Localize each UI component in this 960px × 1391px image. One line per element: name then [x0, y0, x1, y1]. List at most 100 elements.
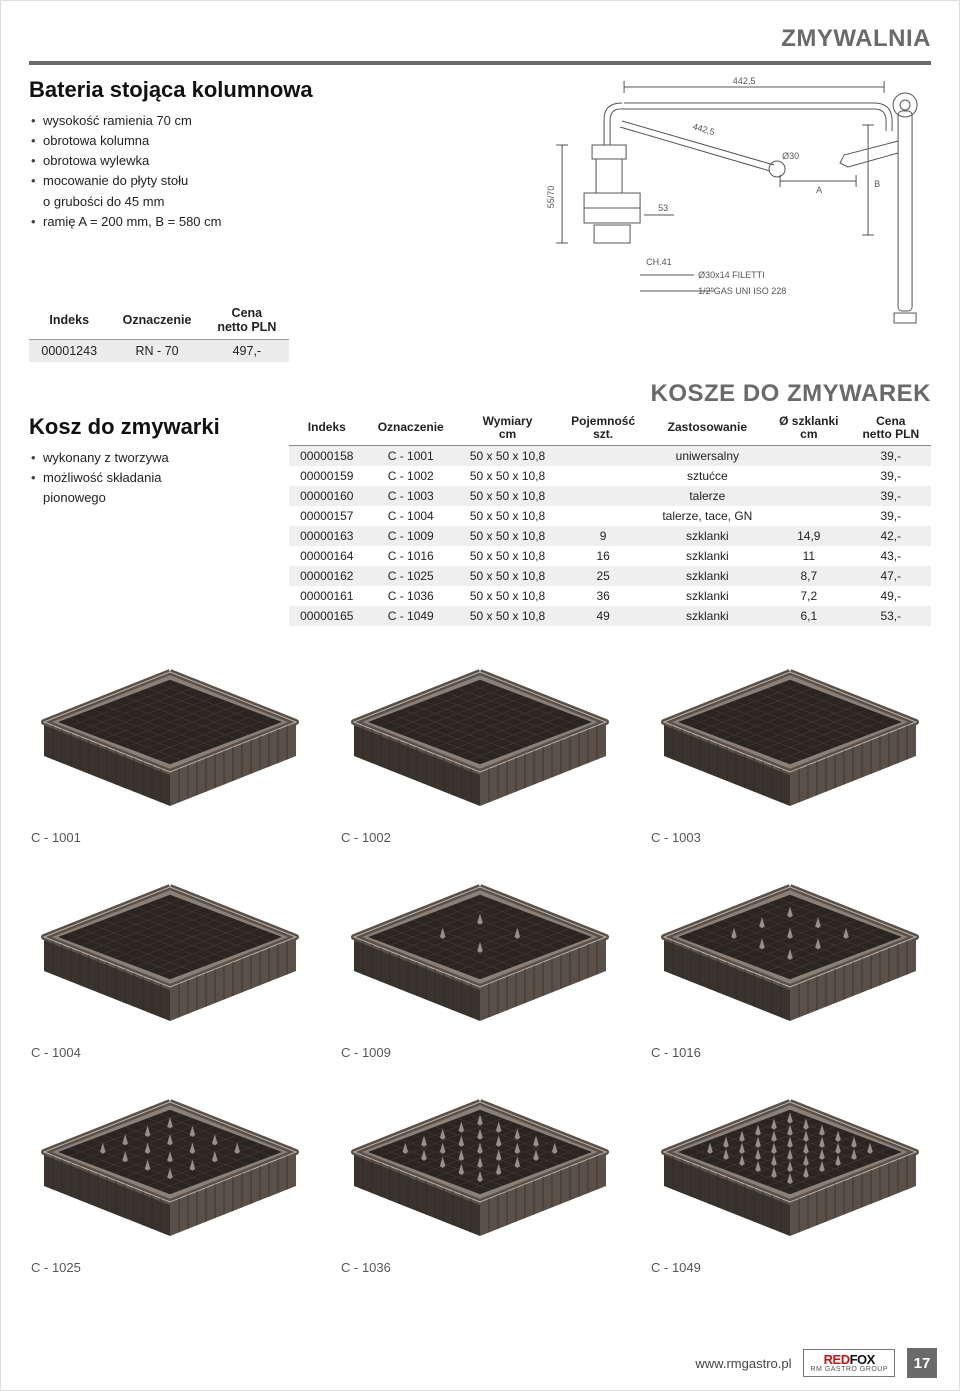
- section-heading: KOSZE DO ZMYWAREK: [29, 380, 931, 408]
- table-row: 00000163C - 100950 x 50 x 10,89szklanki1…: [289, 526, 931, 546]
- feature-item: wykonany z tworzywa: [29, 448, 273, 468]
- feature-item: obrotowa wylewka: [29, 151, 417, 171]
- table-row: 00000158C - 100150 x 50 x 10,8uniwersaln…: [289, 446, 931, 467]
- svg-text:Ø30: Ø30: [782, 151, 799, 161]
- baskets-table: IndeksOznaczenieWymiarycmPojemnośćszt.Za…: [289, 412, 931, 627]
- image-caption: C - 1001: [29, 830, 311, 845]
- product-image-cell: C - 1036: [339, 1084, 621, 1275]
- image-caption: C - 1003: [649, 830, 931, 845]
- cell: C - 1036: [365, 586, 456, 606]
- svg-text:442,5: 442,5: [691, 121, 715, 137]
- logo-sub: RM GASTRO GROUP: [810, 1366, 888, 1373]
- table-row: 00001243 RN - 70 497,-: [29, 339, 289, 362]
- cell: 49: [559, 606, 648, 626]
- basket-image: [29, 1084, 311, 1254]
- cell: 50 x 50 x 10,8: [456, 546, 558, 566]
- basket-image: [339, 869, 621, 1039]
- basket-image: [29, 654, 311, 824]
- cell: szklanki: [648, 526, 767, 546]
- cell: C - 1049: [365, 606, 456, 626]
- product-title: Bateria stojąca kolumnowa: [29, 77, 417, 103]
- table-row: 00000164C - 101650 x 50 x 10,816szklanki…: [289, 546, 931, 566]
- th-indeks: Indeks: [29, 302, 109, 339]
- table-row: 00000157C - 100450 x 50 x 10,8talerze, t…: [289, 506, 931, 526]
- cell: 9: [559, 526, 648, 546]
- cell: C - 1004: [365, 506, 456, 526]
- cell: szklanki: [648, 546, 767, 566]
- cell: [559, 446, 648, 467]
- brand-logo: REDFOX RM GASTRO GROUP: [803, 1349, 895, 1378]
- cell: 00000165: [289, 606, 366, 626]
- cell: [559, 506, 648, 526]
- cell-ozn: RN - 70: [109, 339, 204, 362]
- baskets-th: Zastosowanie: [648, 412, 767, 446]
- cell: [559, 486, 648, 506]
- basket-image: [29, 869, 311, 1039]
- image-caption: C - 1004: [29, 1045, 311, 1060]
- cell: 11: [767, 546, 851, 566]
- page-header: ZMYWALNIA: [29, 19, 931, 65]
- cell: [767, 486, 851, 506]
- table-row: 00000160C - 100350 x 50 x 10,8talerze39,…: [289, 486, 931, 506]
- logo-fox: FOX: [850, 1352, 875, 1367]
- image-caption: C - 1036: [339, 1260, 621, 1275]
- cell: 00000157: [289, 506, 366, 526]
- cell: 6,1: [767, 606, 851, 626]
- baskets-th: Ø szklankicm: [767, 412, 851, 446]
- cell: 50 x 50 x 10,8: [456, 486, 558, 506]
- th-cena: Cenanetto PLN: [205, 302, 289, 339]
- cell: 50 x 50 x 10,8: [456, 586, 558, 606]
- cell: uniwersalny: [648, 446, 767, 467]
- basket-features: wykonany z tworzywamożliwość składaniapi…: [29, 448, 273, 508]
- cell: 39,-: [851, 466, 931, 486]
- feature-item: o grubości do 45 mm: [29, 192, 417, 212]
- basket-image: [649, 654, 931, 824]
- cell: C - 1001: [365, 446, 456, 467]
- cell: 36: [559, 586, 648, 606]
- cell: C - 1009: [365, 526, 456, 546]
- cell: 00000161: [289, 586, 366, 606]
- basket-image: [339, 1084, 621, 1254]
- product-image-cell: C - 1002: [339, 654, 621, 845]
- cell: szklanki: [648, 586, 767, 606]
- image-caption: C - 1025: [29, 1260, 311, 1275]
- product-image-cell: C - 1025: [29, 1084, 311, 1275]
- cell: C - 1025: [365, 566, 456, 586]
- svg-text:CH.41: CH.41: [646, 257, 672, 267]
- cell: 00000162: [289, 566, 366, 586]
- cell: 25: [559, 566, 648, 586]
- svg-text:442,5: 442,5: [733, 76, 756, 86]
- image-caption: C - 1009: [339, 1045, 621, 1060]
- cell: talerze: [648, 486, 767, 506]
- table-row: 00000159C - 100250 x 50 x 10,8sztućce39,…: [289, 466, 931, 486]
- feature-item: pionowego: [29, 488, 273, 508]
- basket-image: [339, 654, 621, 824]
- table-row: 00000165C - 104950 x 50 x 10,849szklanki…: [289, 606, 931, 626]
- cell: 50 x 50 x 10,8: [456, 606, 558, 626]
- feature-item: wysokość ramienia 70 cm: [29, 111, 417, 131]
- cell: 47,-: [851, 566, 931, 586]
- cell: 50 x 50 x 10,8: [456, 566, 558, 586]
- baskets-th: Indeks: [289, 412, 366, 446]
- cell: 00000164: [289, 546, 366, 566]
- baskets-th: Wymiarycm: [456, 412, 558, 446]
- image-caption: C - 1049: [649, 1260, 931, 1275]
- table-row: 00000161C - 103650 x 50 x 10,836szklanki…: [289, 586, 931, 606]
- page-footer: www.rmgastro.pl REDFOX RM GASTRO GROUP 1…: [695, 1348, 937, 1378]
- cell: 00000158: [289, 446, 366, 467]
- product-image-cell: C - 1001: [29, 654, 311, 845]
- logo-red: RED: [824, 1352, 850, 1367]
- baskets-th: Oznaczenie: [365, 412, 456, 446]
- cell: 39,-: [851, 506, 931, 526]
- feature-item: możliwość składania: [29, 468, 273, 488]
- cell: [559, 466, 648, 486]
- feature-item: mocowanie do płyty stołu: [29, 171, 417, 191]
- cell: 39,-: [851, 486, 931, 506]
- product-image-grid: C - 1001 C - 1002 C - 1003 C - 1004 C - 1009…: [29, 654, 931, 1275]
- product-price-table: Indeks Oznaczenie Cenanetto PLN 00001243…: [29, 302, 289, 362]
- cell: C - 1016: [365, 546, 456, 566]
- cell: C - 1002: [365, 466, 456, 486]
- baskets-th: Cenanetto PLN: [851, 412, 931, 446]
- svg-text:A: A: [816, 185, 822, 195]
- cell-indeks: 00001243: [29, 339, 109, 362]
